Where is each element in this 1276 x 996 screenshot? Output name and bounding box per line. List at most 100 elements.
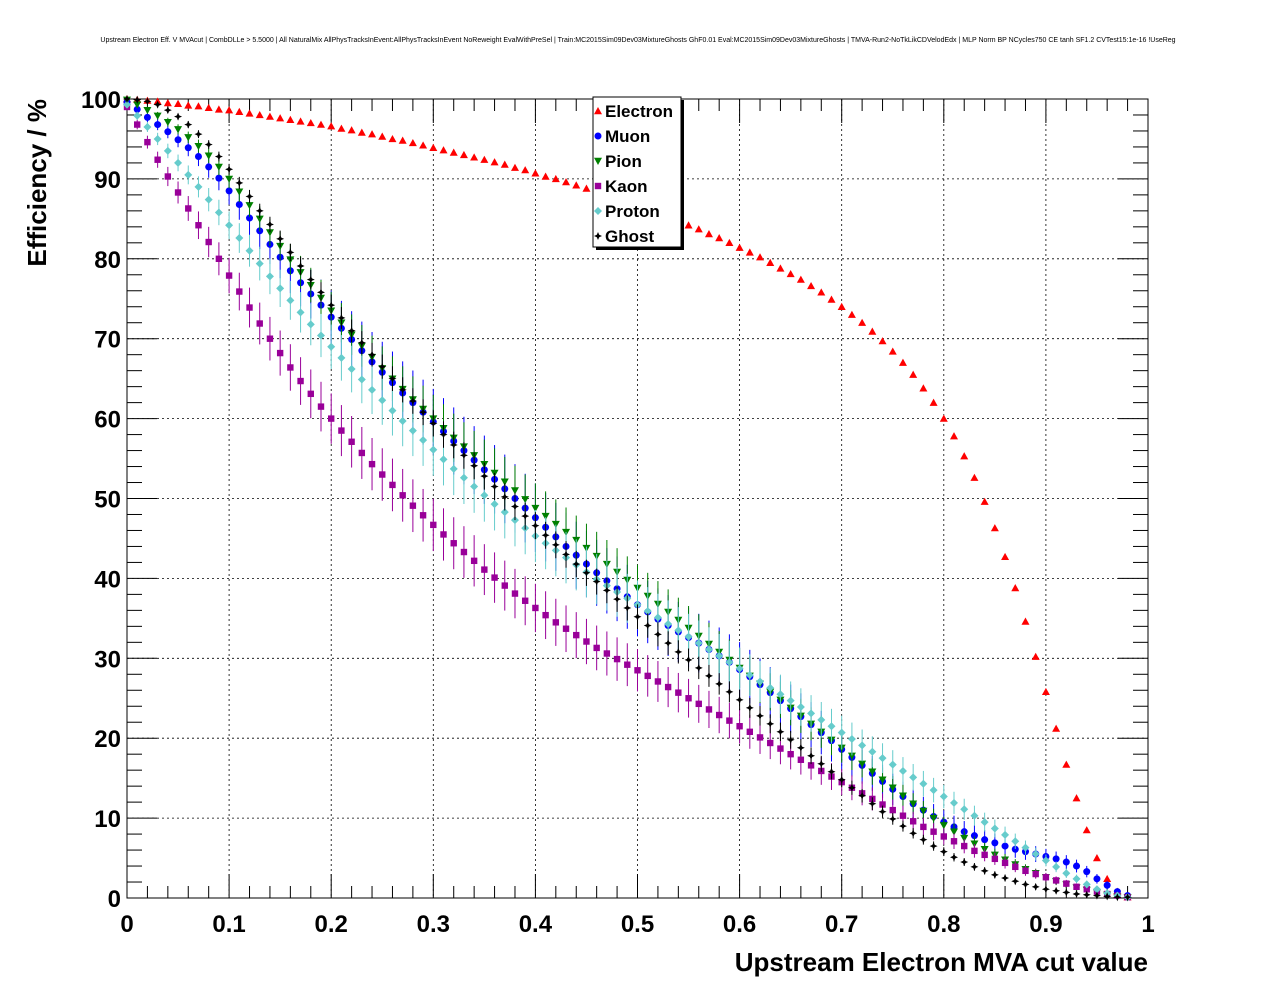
data-point xyxy=(1082,826,1091,834)
data-point xyxy=(858,791,867,800)
data-point xyxy=(756,711,765,720)
data-point xyxy=(154,156,161,163)
data-point xyxy=(909,818,917,825)
data-point xyxy=(725,658,734,667)
data-point xyxy=(204,195,213,204)
data-point xyxy=(858,741,867,750)
data-point xyxy=(500,160,509,168)
data-point xyxy=(185,205,192,212)
data-point xyxy=(664,639,673,648)
data-point xyxy=(817,288,826,296)
data-point xyxy=(766,683,775,692)
data-point xyxy=(347,126,356,134)
data-point xyxy=(602,586,611,595)
data-point xyxy=(847,752,856,760)
data-point xyxy=(1062,869,1071,878)
data-point xyxy=(459,150,468,159)
data-point xyxy=(307,390,314,398)
data-point xyxy=(470,461,479,470)
data-point xyxy=(439,146,448,154)
data-point xyxy=(449,440,458,449)
data-point xyxy=(583,638,590,645)
data-point xyxy=(562,178,571,186)
data-point xyxy=(542,611,549,619)
data-point xyxy=(909,800,918,808)
data-point xyxy=(970,862,979,871)
data-point xyxy=(1113,893,1122,902)
data-point xyxy=(490,500,499,509)
data-point xyxy=(1082,880,1091,889)
data-point xyxy=(541,512,550,521)
data-point xyxy=(449,464,458,473)
data-point xyxy=(807,762,815,769)
data-point xyxy=(500,492,509,501)
x-tick-label: 1 xyxy=(1141,911,1154,938)
data-point xyxy=(582,184,591,192)
data-point xyxy=(460,548,468,556)
data-point xyxy=(674,626,683,635)
x-tick-label: 0.8 xyxy=(927,911,960,938)
data-point xyxy=(276,349,284,357)
data-point xyxy=(960,805,969,814)
data-point xyxy=(174,112,183,121)
data-point xyxy=(163,146,172,155)
data-point xyxy=(786,735,795,744)
data-point xyxy=(133,101,142,109)
data-point xyxy=(521,597,529,604)
data-point xyxy=(878,807,887,816)
y-tick-label: 40 xyxy=(94,566,121,593)
data-point xyxy=(909,370,918,378)
data-point xyxy=(1103,881,1111,889)
data-point xyxy=(1021,880,1030,889)
data-point xyxy=(347,326,356,335)
data-point xyxy=(735,695,744,704)
data-point xyxy=(1052,855,1060,863)
x-tick-label: 0.5 xyxy=(621,911,654,938)
data-point xyxy=(225,187,233,195)
data-point xyxy=(745,248,754,256)
data-point xyxy=(429,445,438,454)
data-point xyxy=(357,375,366,384)
legend-marker xyxy=(594,132,602,140)
data-point xyxy=(449,148,458,156)
data-point xyxy=(236,288,243,295)
data-point xyxy=(878,337,887,345)
data-point xyxy=(633,612,642,621)
data-point xyxy=(541,531,550,540)
data-point xyxy=(767,739,774,747)
legend-item-pion: Pion xyxy=(594,152,642,171)
data-point xyxy=(215,255,223,262)
data-point xyxy=(766,258,775,266)
legend-label: Kaon xyxy=(605,177,648,196)
legend-marker xyxy=(594,182,602,190)
data-point xyxy=(357,338,366,347)
data-point xyxy=(704,645,713,654)
data-point xyxy=(1011,583,1020,592)
x-tick-label: 0.3 xyxy=(417,911,450,938)
data-point xyxy=(991,855,999,863)
data-point xyxy=(133,111,142,120)
data-point xyxy=(316,120,325,128)
data-point xyxy=(153,112,162,120)
data-point xyxy=(245,246,254,255)
data-point xyxy=(491,574,498,581)
data-point xyxy=(501,582,508,589)
data-point xyxy=(613,595,622,604)
data-point xyxy=(929,398,938,406)
data-point xyxy=(143,106,152,115)
data-point xyxy=(358,449,366,457)
data-point xyxy=(541,172,550,180)
y-tick-label: 90 xyxy=(94,167,121,194)
data-point xyxy=(898,766,907,775)
data-point xyxy=(766,719,775,728)
data-point xyxy=(807,751,816,760)
legend-item-electron: Electron xyxy=(594,102,673,121)
data-point xyxy=(398,385,407,394)
legend-label: Ghost xyxy=(605,227,654,246)
data-point xyxy=(470,557,478,565)
data-point xyxy=(898,358,907,366)
data-point xyxy=(643,621,652,630)
data-point xyxy=(950,853,959,862)
data-point xyxy=(950,828,959,836)
data-point xyxy=(419,512,427,519)
